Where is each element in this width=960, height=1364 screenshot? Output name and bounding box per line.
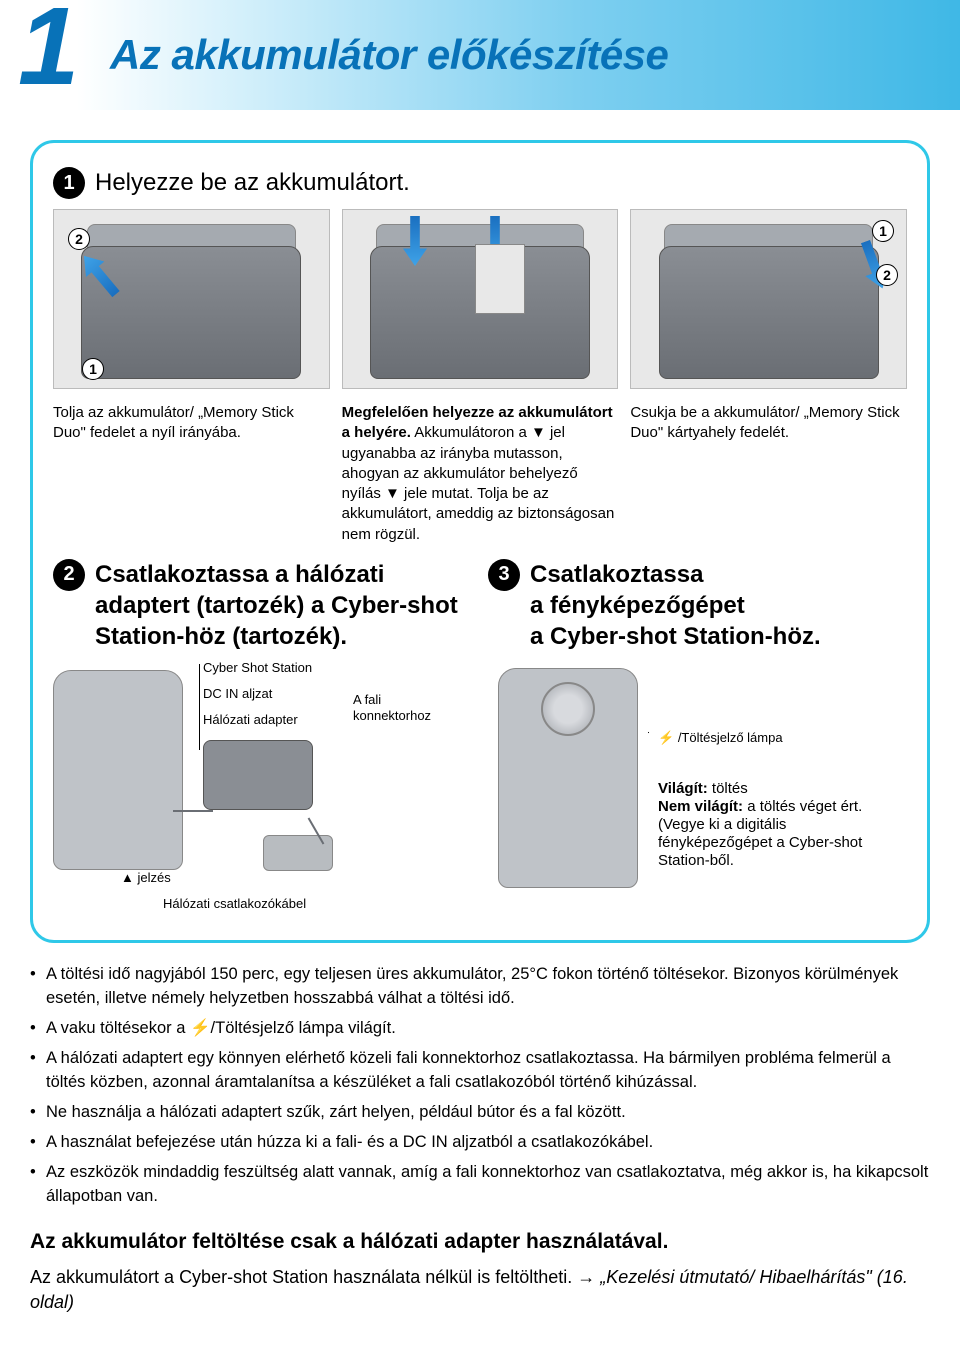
caption-left: Tolja az akkumulátor/ „Memory Stick Duo"… [53,403,330,545]
lbl-mark: ▲ jelzés [121,870,171,886]
steps-2-3-row: 2 Csatlakoztassa a hálózati adaptert (ta… [53,559,907,921]
notes-section: A töltési idő nagyjából 150 perc, egy te… [30,963,930,1315]
sub-heading: Az akkumulátor feltöltése csak a hálózat… [30,1227,930,1257]
step1-heading: 1 Helyezze be az akkumulátort. [53,167,907,199]
bullet-3-icon: 3 [488,559,520,591]
step-number: 1 [18,0,79,102]
lbl-adapter: Hálózati adapter [203,712,298,728]
main-instruction-box: 1 Helyezze be az akkumulátort. 2 1 1 2 T… [30,140,930,943]
caption-mid-rest: Akkumulátoron a ▼ jel ugyanabba az irány… [342,424,615,542]
lbl-cable: Hálózati csatlakozókábel [163,896,306,912]
step1-image-left: 2 1 [53,209,330,389]
step3-diagram: ⚡ /Töltésjelző lámpa Világít: töltés Nem… [488,660,907,920]
status-text: Világít: töltés Nem világít: a töltés vé… [658,780,888,870]
lbl-css: Cyber Shot Station [203,660,312,676]
caption-mid: Megfelelően helyezze az akkumulátort a h… [342,403,619,545]
note-item: Ne használja a hálózati adaptert szűk, z… [30,1101,930,1125]
step3-title: Csatlakoztassa a fényképezőgépet a Cyber… [530,559,821,653]
note-item: A használat befejezése után húzza ki a f… [30,1131,930,1155]
note-item: A vaku töltésekor a ⚡/Töltésjelző lámpa … [30,1017,930,1041]
bolt-icon: ⚡ [658,730,674,745]
step2-column: 2 Csatlakoztassa a hálózati adaptert (ta… [53,559,472,921]
bullet-2-icon: 2 [53,559,85,591]
step1-image-mid [342,209,619,389]
note-item: A hálózati adaptert egy könnyen elérhető… [30,1047,930,1095]
bullet-1-icon: 1 [53,167,85,199]
notes-list: A töltési idő nagyjából 150 perc, egy te… [30,963,930,1208]
lbl-wall: A fali konnektorhoz [353,692,443,723]
note-item: Az eszközök mindaddig feszültség alatt v… [30,1161,930,1209]
caption-right: Csukja be a akkumulátor/ „Memory Stick D… [630,403,907,545]
step1-title: Helyezze be az akkumulátort. [95,167,410,198]
lbl-dcin: DC IN aljzat [203,686,272,702]
step3-heading: 3 Csatlakoztassa a fényképezőgépet a Cyb… [488,559,907,653]
lbl-lamp: ⚡ /Töltésjelző lámpa [658,730,783,746]
step1-image-right: 1 2 [630,209,907,389]
step2-heading: 2 Csatlakoztassa a hálózati adaptert (ta… [53,559,472,653]
header-banner: 1 Az akkumulátor előkészítése [0,0,960,110]
step2-diagram: Cyber Shot Station DC IN aljzat Hálózati… [53,660,472,920]
step1-images: 2 1 1 2 [53,209,907,389]
step1-captions: Tolja az akkumulátor/ „Memory Stick Duo"… [53,403,907,545]
step3-column: 3 Csatlakoztassa a fényképezőgépet a Cyb… [488,559,907,921]
note-item: A töltési idő nagyjából 150 perc, egy te… [30,963,930,1011]
reference-text: Az akkumulátort a Cyber-shot Station has… [30,1265,930,1315]
page-title: Az akkumulátor előkészítése [110,31,668,79]
step2-title: Csatlakoztassa a hálózati adaptert (tart… [95,559,472,653]
